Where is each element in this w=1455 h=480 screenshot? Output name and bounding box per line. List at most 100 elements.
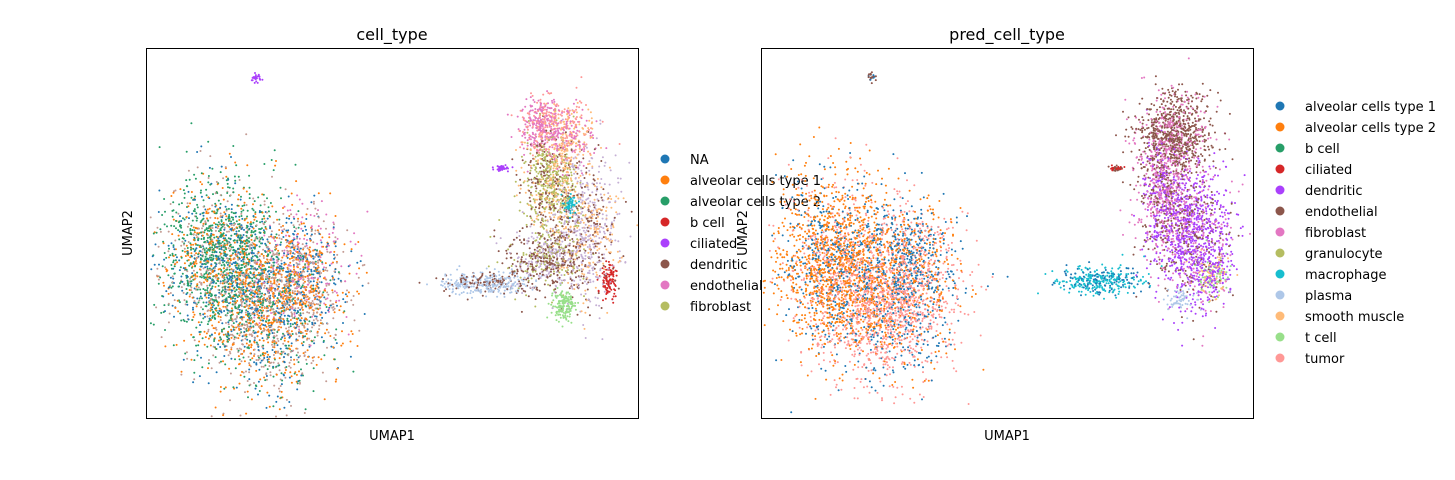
scatter-point	[585, 143, 588, 146]
scatter-point	[525, 272, 528, 275]
scatter-point	[299, 247, 302, 250]
scatter-point	[576, 129, 579, 132]
scatter-point	[598, 304, 601, 307]
scatter-point	[238, 363, 240, 366]
scatter-point	[536, 215, 539, 218]
scatter-point	[201, 297, 203, 300]
scatter-point	[320, 358, 323, 361]
scatter-point	[193, 231, 196, 234]
scatter-point	[207, 181, 210, 184]
scatter-point	[536, 236, 539, 239]
scatter-point	[339, 305, 342, 308]
scatter-point	[285, 221, 288, 224]
scatter-point	[540, 133, 543, 136]
scatter-point	[305, 358, 308, 361]
scatter-point	[351, 333, 354, 335]
scatter-point	[595, 217, 598, 220]
scatter-point	[460, 281, 463, 284]
scatter-point	[253, 283, 256, 285]
scatter-point	[196, 206, 199, 209]
scatter-point	[194, 198, 196, 201]
scatter-point	[564, 137, 567, 140]
scatter-point	[317, 264, 320, 267]
scatter-point	[552, 268, 555, 271]
scatter-point	[281, 302, 284, 305]
scatter-point	[253, 314, 256, 317]
scatter-point	[290, 250, 292, 253]
scatter-point	[547, 180, 550, 183]
scatter-point	[273, 384, 276, 387]
scatter-point	[179, 312, 182, 315]
scatter-point	[568, 315, 571, 318]
scatter-point	[228, 152, 231, 155]
scatter-point	[342, 298, 345, 301]
scatter-point	[326, 346, 328, 349]
scatter-point	[554, 266, 557, 268]
scatter-point	[238, 230, 240, 232]
scatter-point	[609, 169, 612, 172]
scatter-point	[288, 283, 291, 286]
scatter-point	[320, 200, 323, 203]
scatter-point	[603, 268, 606, 271]
scatter-point	[324, 269, 327, 272]
scatter-point	[543, 159, 545, 162]
scatter-point	[231, 272, 234, 275]
scatter-point	[263, 281, 265, 284]
scatter-point	[539, 98, 542, 101]
scatter-point	[202, 217, 205, 220]
scatter-point	[582, 214, 585, 217]
scatter-point	[620, 190, 623, 193]
scatter-point	[197, 301, 200, 304]
scatter-point	[264, 298, 267, 301]
scatter-point	[277, 263, 280, 266]
scatter-point	[445, 280, 448, 283]
scatter-point	[581, 282, 584, 285]
scatter-point	[178, 269, 181, 272]
scatter-point	[590, 219, 593, 222]
scatter-point	[520, 310, 523, 313]
scatter-point	[200, 265, 203, 268]
scatter-point	[323, 296, 326, 299]
scatter-point	[268, 242, 271, 245]
scatter-point	[237, 349, 240, 352]
scatter-point	[524, 258, 527, 261]
scatter-point	[523, 128, 526, 131]
scatter-point	[612, 278, 615, 281]
scatter-point	[249, 352, 252, 355]
scatter-point	[566, 264, 569, 267]
scatter-point	[185, 288, 188, 290]
scatter-point	[462, 278, 465, 281]
scatter-point	[527, 262, 530, 265]
scatter-point	[312, 302, 315, 305]
scatter-point	[183, 196, 186, 199]
scatter-point	[225, 348, 228, 351]
scatter-point	[557, 173, 560, 176]
scatter-point	[240, 305, 243, 308]
scatter-point	[254, 211, 257, 214]
scatter-point	[309, 316, 312, 319]
scatter-point	[308, 248, 311, 251]
scatter-point	[253, 230, 256, 233]
scatter-point	[185, 216, 188, 218]
scatter-point	[597, 277, 600, 280]
scatter-point	[195, 326, 198, 329]
scatter-point	[534, 133, 537, 136]
scatter-point	[598, 237, 601, 239]
scatter-point	[341, 342, 344, 345]
scatter-point	[307, 278, 310, 280]
scatter-point	[547, 148, 550, 151]
scatter-point	[508, 251, 511, 254]
scatter-point	[568, 287, 571, 290]
scatter-point	[172, 218, 175, 221]
scatter-point	[209, 268, 212, 271]
scatter-point	[186, 251, 189, 253]
scatter-point	[514, 290, 517, 293]
scatter-point	[271, 282, 274, 285]
scatter-point	[292, 264, 295, 266]
scatter-point	[337, 271, 340, 274]
scatter-point	[221, 187, 224, 189]
scatter-point	[318, 281, 321, 283]
scatter-point	[464, 276, 467, 279]
scatter-point	[327, 293, 330, 296]
scatter-point	[253, 81, 256, 84]
